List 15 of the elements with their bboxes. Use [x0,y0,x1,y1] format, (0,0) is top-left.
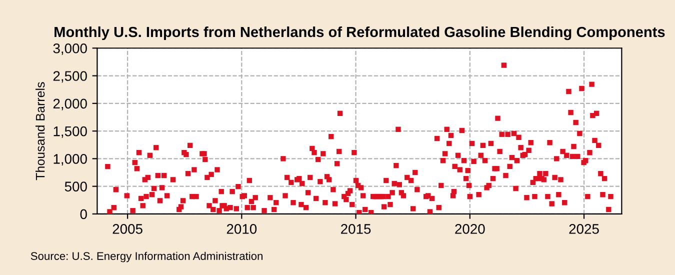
y-tick-label: 0 [80,209,87,220]
y-tick-label: 2,500 [53,71,87,83]
chart-title: Monthly U.S. Imports from Netherlands of Reformulated Gasoline Blending Components [54,26,665,40]
x-tick-label: 2015 [341,224,371,234]
x-tick-label: 2005 [112,224,142,234]
x-tick-label: 2025 [569,224,599,234]
x-tick-label: 2020 [455,224,485,234]
y-tick-label: 2,000 [53,98,87,110]
x-tick-label: 2010 [226,224,257,234]
y-tick-label: 3,000 [53,43,87,55]
source-note: Source: U.S. Energy Information Administration [30,252,262,262]
y-axis-title: Thousand Barrels [36,82,45,180]
y-tick-label: 1,000 [54,154,87,166]
y-tick-label: 1,500 [54,126,87,138]
y-tick-label: 500 [64,182,87,192]
